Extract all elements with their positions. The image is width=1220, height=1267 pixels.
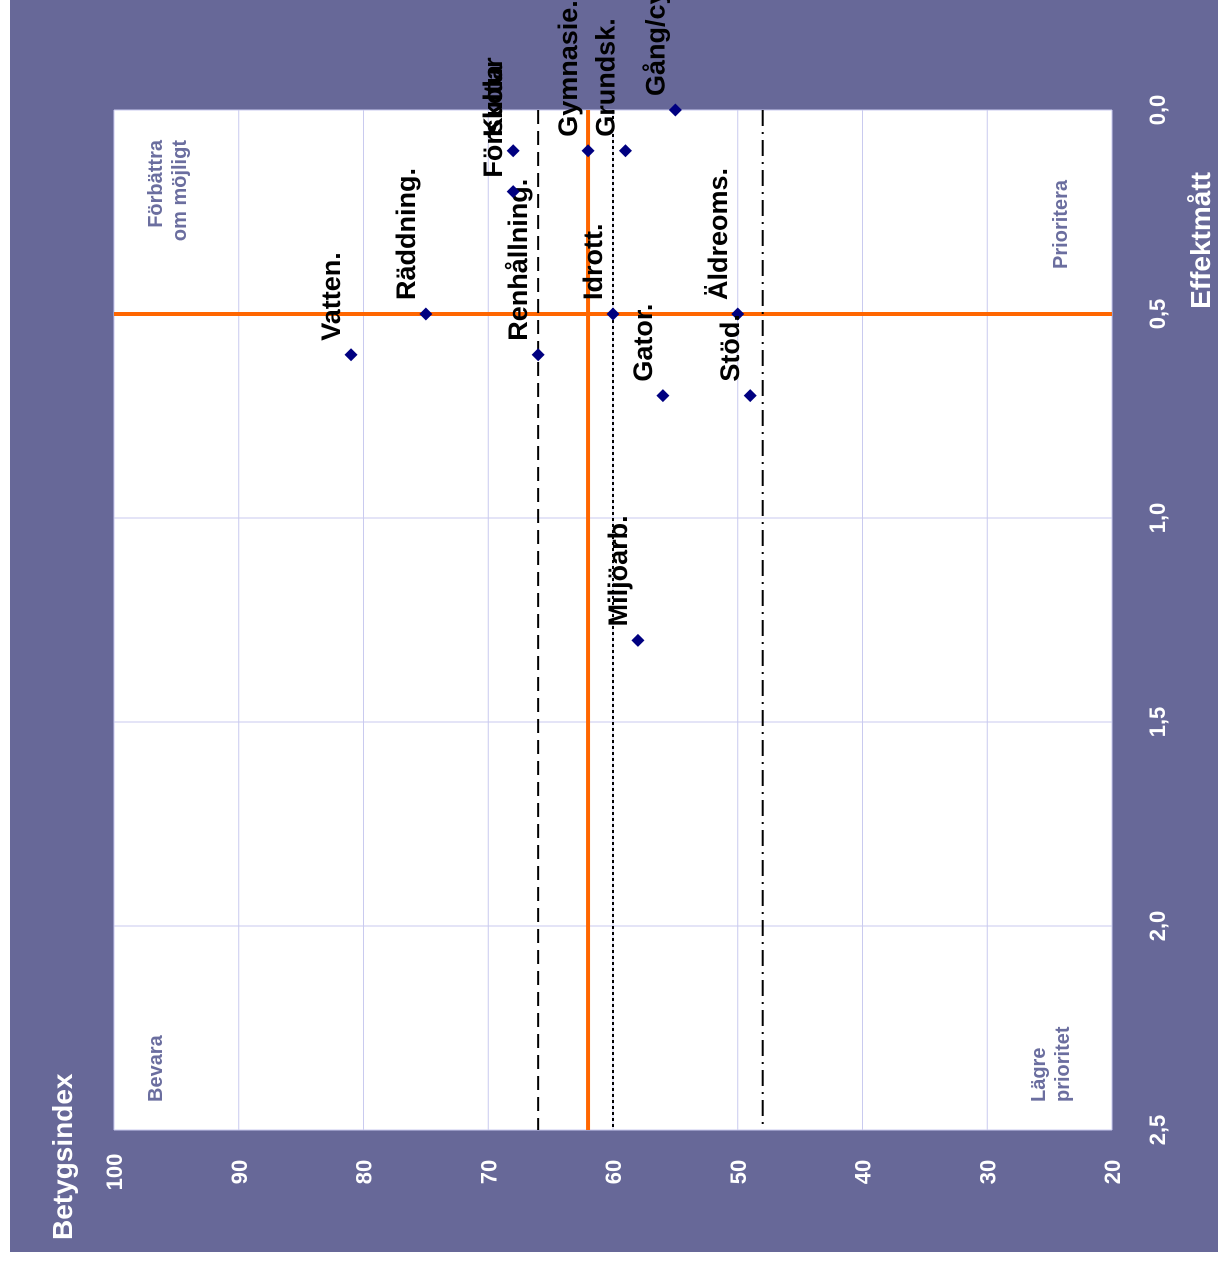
data-point [506,185,520,199]
data-point [419,307,433,321]
data-point-label: Grundsk. [590,18,620,137]
y-axis-title: Betygsindex [47,1073,78,1240]
data-point-label: Gymnasie. [553,0,583,137]
tick-label-betygsindex: 40 [851,1160,876,1184]
quadrant-label-top-right: Bevara [145,1034,167,1102]
data-point [731,307,745,321]
tick-label-betygsindex: 60 [601,1160,626,1184]
data-point [344,348,358,362]
axis-titles: Betygsindex Effektmått [47,172,1216,1240]
tick-label-effektmatt: 0,5 [1145,299,1170,330]
data-point-label: Miljöarb. [603,515,633,626]
data-point-label: Renhållning. [503,179,533,341]
data-point-label: Kultur [478,57,508,137]
data-point-label: Äldreoms. [703,168,733,300]
data-point-label: Gator. [628,304,658,382]
tick-label-effektmatt: 2,5 [1145,1115,1170,1146]
data-point-label: Förskola [478,64,508,178]
quadrant-labels: Förbättra om möjligt Prioritera Bevara Lägre… [145,139,1074,1102]
tick-label-effektmatt: 2,0 [1145,911,1170,942]
quadrant-label-top-left: Förbättra om möjligt [145,139,191,241]
data-point [606,307,620,321]
tick-label-effektmatt: 1,5 [1145,707,1170,738]
quadrant-label-bottom-left: Prioritera [1050,179,1072,269]
data-point [581,144,595,158]
data-point [668,103,682,117]
tick-label-betygsindex: 50 [726,1160,751,1184]
data-point [531,348,545,362]
data-point [656,389,670,403]
data-point-label: Stöd. [715,314,745,382]
data-points: Vatten. Räddning. Renhållning.FörskolaKult… [316,0,757,647]
data-point-label: Vatten. [316,252,346,341]
data-point [743,389,757,403]
tick-label-effektmatt: 0,0 [1145,95,1170,126]
data-point [631,633,645,647]
tick-label-betygsindex: 30 [975,1160,1000,1184]
quadrant-label-bottom-right: Lägre prioritet [1028,1026,1074,1102]
data-point [506,144,520,158]
data-point [618,144,632,158]
axis-ticks: 100 90 80 70 60 50 40 30 20 0,0 0,5 1,0 1,5 2,0 2,5 [102,95,1170,1191]
tick-label-effektmatt: 1,0 [1145,503,1170,534]
x-axis-title: Effektmått [1185,172,1216,309]
tick-label-betygsindex: 80 [352,1160,377,1184]
tick-label-betygsindex: 100 [102,1154,127,1191]
data-point-label: Räddning. [391,168,421,300]
data-point-label: Idrott. [578,224,608,300]
data-point-label: Gång/cykel. [640,0,670,96]
tick-label-betygsindex: 20 [1100,1160,1125,1184]
tick-label-betygsindex: 70 [476,1160,501,1184]
tick-label-betygsindex: 90 [227,1160,252,1184]
